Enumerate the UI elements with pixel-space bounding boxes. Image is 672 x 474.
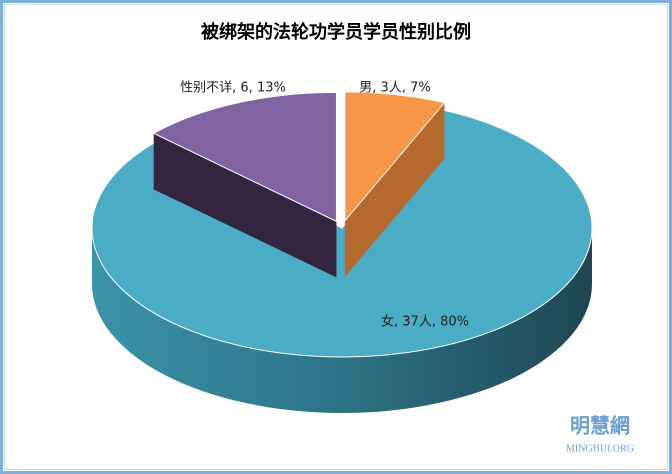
watermark-name: 明慧網 (570, 414, 630, 438)
slice-side (92, 228, 592, 413)
chart-title: 被绑架的法轮功学员学员性别比例 (201, 21, 471, 43)
data-label: 女, 37人, 80% (381, 314, 469, 330)
frame-inner (4, 4, 668, 470)
slice-top (152, 91, 337, 223)
data-label: 性别不详, 6, 13% (180, 81, 286, 96)
slice-top (344, 91, 446, 223)
slice-face (153, 133, 337, 278)
pie: 男, 3人, 7% 女, 37人, 80% 性别不详, 6, 13% (91, 81, 593, 413)
watermark-site: MINGHUI.ORG (566, 443, 634, 454)
data-label: 男, 3人, 7% (359, 81, 430, 96)
slice-face (344, 102, 445, 277)
